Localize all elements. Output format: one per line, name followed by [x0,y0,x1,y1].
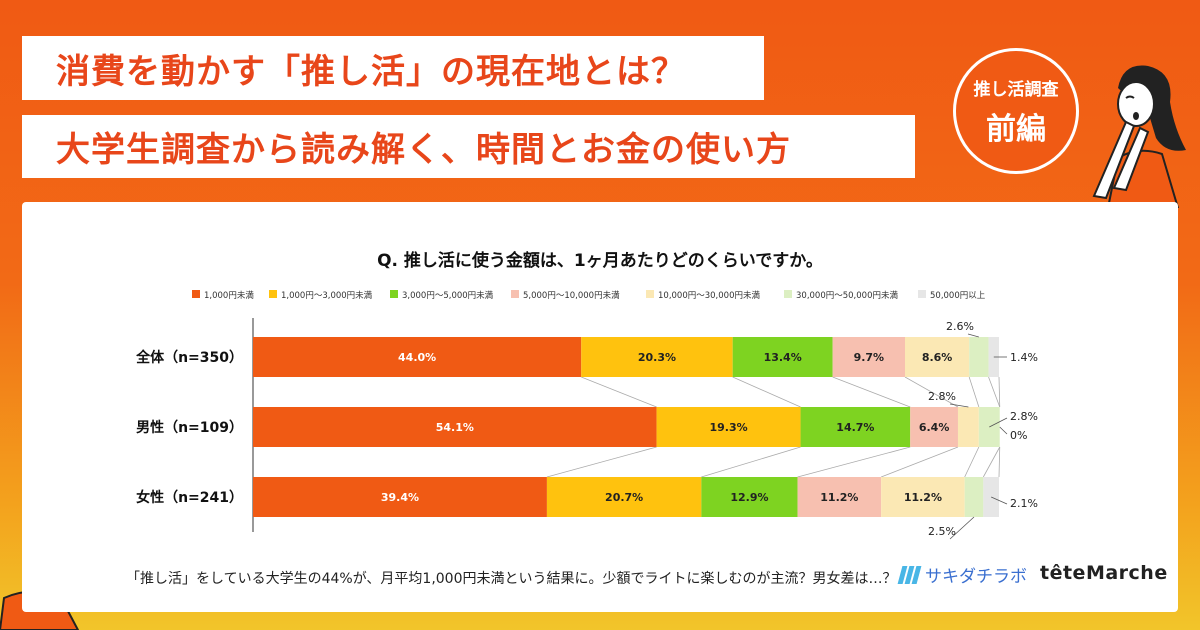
bar-segment [253,337,582,377]
category-label: 男性（n=109） [136,419,243,436]
data-label: 20.3% [638,351,676,364]
chart-caption: 「推し活」をしている大学生の44%が、月平均1,000円未満という結果に。少額で… [126,571,897,587]
connector-line [701,446,801,478]
outside-data-label: 2.1% [1010,497,1038,510]
woman-illustration [1092,65,1186,208]
bar-segment [701,477,798,517]
data-label: 11.2% [904,491,942,504]
leader-line [999,426,1008,435]
leader-line [989,417,1008,428]
bar-segment [957,407,979,447]
category-label: 全体（n=350） [135,349,243,366]
data-label: 19.3% [709,421,747,434]
leader-line [949,516,975,540]
bar-segment [656,407,801,447]
bar-segment [832,337,906,377]
badge-line-1: 推し活調査 [973,79,1059,100]
legend-swatch [784,290,792,298]
data-label: 44.0% [398,351,436,364]
bar-segment [964,477,984,517]
bar-segment [800,407,911,447]
data-label: 39.4% [381,491,419,504]
bar-segment [732,337,833,377]
survey-badge: 推し活調査 前編 [953,48,1079,174]
data-label: 14.7% [836,421,874,434]
legend-swatch [511,290,519,298]
legend-label: 50,000円以上 [930,291,986,301]
bar-segment [253,477,547,517]
data-label: 8.6% [922,351,953,364]
outside-data-label: 2.8% [928,390,956,403]
bar-segment [546,477,702,517]
bar-segment [581,337,733,377]
connector-line [998,376,1001,408]
chart-card: Q. 推し活に使う金額は、1ヶ月あたりどのくらいですか。 1,000円未満 1,00… [22,202,1178,612]
outside-data-label: 2.6% [946,320,974,333]
legend-label: 5,000円〜10,000円未満 [523,290,620,301]
legend-swatch [269,290,277,298]
connector-line [982,446,1001,478]
legend-label: 1,000円〜3,000円未満 [281,290,373,301]
legend-label: 10,000円〜30,000円未満 [658,290,760,301]
connector-line [546,446,657,478]
leader-line [967,333,979,338]
connector-line [581,376,657,408]
data-label: 11.2% [820,491,858,504]
connector-line [988,376,1001,408]
legend-label: 1,000円未満 [204,290,254,301]
leader-line [991,496,1008,505]
data-label: 6.4% [919,421,950,434]
legend-label: 30,000円〜50,000円未満 [796,290,898,301]
data-label: 12.9% [730,491,768,504]
data-label: 9.7% [854,351,885,364]
badge-line-2: 前編 [986,111,1046,147]
logo-mark-icon [897,565,922,584]
data-label: 20.7% [605,491,643,504]
legend-label: 3,000円〜5,000円未満 [402,290,494,301]
title-line-2: 大学生調査から読み解く、時間とお金の使い方 [22,115,915,178]
legend-swatch [192,290,200,298]
chart-title: Q. 推し活に使う金額は、1ヶ月あたりどのくらいですか。 [377,250,823,271]
bar-segment [910,407,958,447]
outside-data-label: 2.5% [928,525,956,538]
title-line-1: 消費を動かす「推し活」の現在地とは？ [22,36,764,100]
connector-line [998,446,1001,478]
stacked-bar-chart: Q. 推し活に使う金額は、1ヶ月あたりどのくらいですか。 1,000円未満 1,00… [135,250,1038,540]
category-label: 女性（n=241） [136,489,243,506]
connector-line [968,376,980,408]
data-label: 54.1% [436,421,474,434]
bar-segment [969,337,989,377]
connector-line [904,376,959,408]
legend-swatch [918,290,926,298]
legend-swatch [390,290,398,298]
tetemarche-logo: têteMarche [1040,562,1168,584]
sakidachi-logo-text: サキダチラボ [925,567,1027,587]
sakidachi-logo: サキダチラボ [897,562,1027,587]
data-label: 13.4% [764,351,802,364]
connector-line [880,446,959,478]
outside-data-label: 0% [1010,429,1027,442]
connector-line [832,376,911,408]
bar-segment [797,477,882,517]
connector-line [732,376,801,408]
outside-data-label: 1.4% [1010,351,1038,364]
leader-line [949,403,969,408]
bar-segment [905,337,970,377]
bar-segment [253,407,657,447]
connector-line [797,446,911,478]
bar-segment [881,477,965,517]
legend-swatch [646,290,654,298]
outside-data-label: 2.8% [1010,410,1038,423]
connector-line [964,446,980,478]
